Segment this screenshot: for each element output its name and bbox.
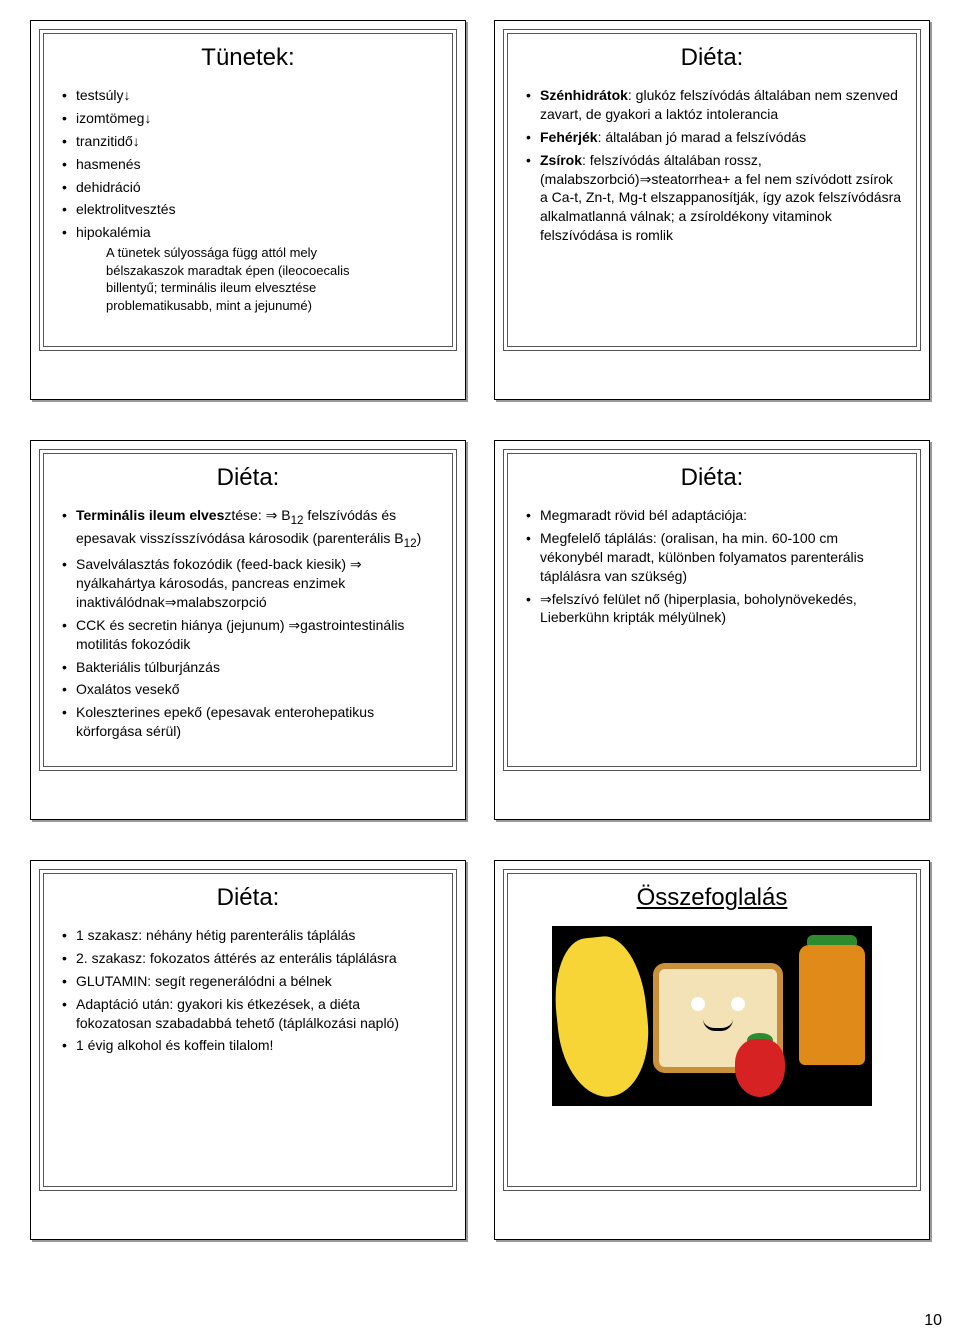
slide-title: Összefoglalás — [522, 884, 902, 912]
list-item: Adaptáció után: gyakori kis étkezések, a… — [58, 995, 438, 1033]
frame-inner: Diéta: Megmaradt rövid bél adaptációja: … — [507, 453, 917, 767]
bullet-list: Megmaradt rövid bél adaptációja: Megfele… — [522, 506, 902, 627]
bullet-list: Szénhidrátok: glukóz felszívódás általáb… — [522, 86, 902, 245]
list-item: hasmenés — [58, 155, 438, 174]
slide-dieta-4: Diéta: 1 szakasz: néhány hétig parenterá… — [30, 860, 466, 1240]
sub-line: bélszakaszok maradtak épen (ileocoecalis — [106, 262, 438, 280]
list-item: tranzitidő↓ — [58, 132, 438, 151]
slide-osszefoglalas: Összefoglalás — [494, 860, 930, 1240]
bullet-list: 1 szakasz: néhány hétig parenterális táp… — [58, 926, 438, 1055]
page-number: 10 — [924, 1312, 942, 1330]
list-item: Savelválasztás fokozódik (feed-back kies… — [58, 555, 438, 612]
list-item: Szénhidrátok: glukóz felszívódás általáb… — [522, 86, 902, 124]
list-item: Zsírok: felszívódás általában rossz, (ma… — [522, 151, 902, 245]
slide-dieta-3: Diéta: Megmaradt rövid bél adaptációja: … — [494, 440, 930, 820]
bullet-list: testsúly↓ izomtömeg↓ tranzitidő↓ hasmené… — [58, 86, 438, 314]
item-text: hipokalémia — [76, 224, 151, 240]
list-item: Koleszterines epekő (epesavak enterohepa… — [58, 703, 438, 741]
slide-title: Diéta: — [58, 884, 438, 912]
list-item: izomtömeg↓ — [58, 109, 438, 128]
list-item: Fehérjék: általában jó marad a felszívód… — [522, 128, 902, 147]
slide-title: Diéta: — [58, 464, 438, 492]
strawberry-icon — [735, 1039, 785, 1097]
list-item: ⇒felszívó felület nő (hiperplasia, bohol… — [522, 590, 902, 628]
list-item: Bakteriális túlburjánzás — [58, 658, 438, 677]
slide-title: Diéta: — [522, 44, 902, 72]
sub-line: billentyű; terminális ileum elvesztése — [106, 279, 438, 297]
frame-inner: Diéta: Szénhidrátok: glukóz felszívódás … — [507, 33, 917, 347]
list-item: CCK és secretin hiánya (jejunum) ⇒gastro… — [58, 616, 438, 654]
list-item: 2. szakasz: fokozatos áttérés az enterál… — [58, 949, 438, 968]
frame-inner: Diéta: 1 szakasz: néhány hétig parenterá… — [43, 873, 453, 1187]
sub-line: A tünetek súlyossága függ attól mely — [106, 244, 438, 262]
frame-inner: Összefoglalás — [507, 873, 917, 1187]
slide-title: Tünetek: — [58, 44, 438, 72]
list-item: elektrolitvesztés — [58, 200, 438, 219]
sub-list: A tünetek súlyossága függ attól mely bél… — [76, 244, 438, 314]
frame-inner: Tünetek: testsúly↓ izomtömeg↓ tranzitidő… — [43, 33, 453, 347]
slide-dieta-2: Diéta: Terminális ileum elvesztése: ⇒ B1… — [30, 440, 466, 820]
food-cartoon-image — [552, 926, 872, 1106]
slide-tunetek: Tünetek: testsúly↓ izomtömeg↓ tranzitidő… — [30, 20, 466, 400]
list-item: Megfelelő táplálás: (oralisan, ha min. 6… — [522, 529, 902, 586]
banana-icon — [549, 933, 655, 1102]
sub-line: problematikusabb, mint a jejunumé) — [106, 297, 438, 315]
list-item: dehidráció — [58, 178, 438, 197]
list-item: GLUTAMIN: segít regenerálódni a bélnek — [58, 972, 438, 991]
frame-inner: Diéta: Terminális ileum elvesztése: ⇒ B1… — [43, 453, 453, 767]
list-item: Oxalátos vesekő — [58, 680, 438, 699]
list-item: Terminális ileum elvesztése: ⇒ B12 felsz… — [58, 506, 438, 551]
list-item: testsúly↓ — [58, 86, 438, 105]
list-item: Megmaradt rövid bél adaptációja: — [522, 506, 902, 525]
juice-icon — [799, 945, 865, 1065]
list-item: hipokalémia A tünetek súlyossága függ at… — [58, 223, 438, 314]
slide-grid: Tünetek: testsúly↓ izomtömeg↓ tranzitidő… — [30, 20, 930, 1240]
bullet-list: Terminális ileum elvesztése: ⇒ B12 felsz… — [58, 506, 438, 741]
list-item: 1 szakasz: néhány hétig parenterális táp… — [58, 926, 438, 945]
list-item: 1 évig alkohol és koffein tilalom! — [58, 1036, 438, 1055]
slide-title: Diéta: — [522, 464, 902, 492]
face-icon — [683, 997, 753, 1037]
slide-dieta-1: Diéta: Szénhidrátok: glukóz felszívódás … — [494, 20, 930, 400]
